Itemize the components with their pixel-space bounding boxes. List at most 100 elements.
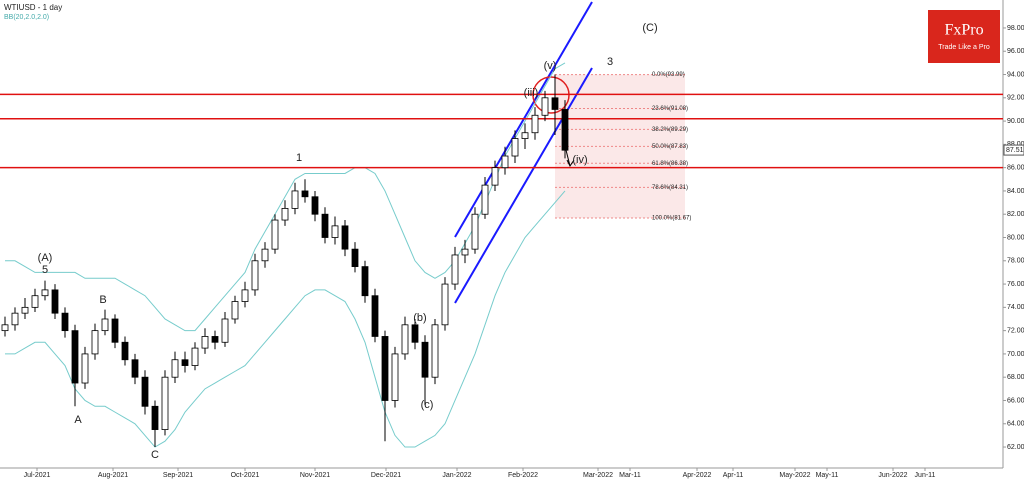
wave-label: (v) (544, 60, 557, 72)
candle-body (311, 196, 319, 215)
fib-label: 0.0%(93.99) (652, 72, 685, 78)
candle-body (271, 219, 279, 250)
x-tick-label: Apr-2022 (683, 472, 712, 479)
wave-label: (iv) (572, 154, 587, 166)
candle-body (481, 184, 489, 215)
wave-label: 3 (607, 56, 613, 68)
x-tick-label: Mar-2022 (583, 472, 613, 479)
y-tick-label: 86.00 (1007, 164, 1024, 171)
candle-body (31, 295, 39, 308)
candle-body (471, 213, 479, 250)
candle-body (131, 359, 139, 378)
candle-body (111, 318, 119, 343)
candle-body (261, 248, 269, 262)
y-tick-label: 78.00 (1007, 258, 1024, 265)
candle-body (291, 190, 299, 209)
candle-body (491, 167, 499, 186)
candle-body (71, 330, 79, 384)
y-tick-label: 80.00 (1007, 234, 1024, 241)
logo: FxPro (944, 22, 983, 39)
wave-label: (iii) (524, 87, 539, 99)
channel-line (454, 67, 593, 304)
fib-label: 78.6%(84.31) (652, 185, 688, 191)
candle-body (551, 97, 559, 110)
wave-label: 1 (296, 152, 302, 164)
y-tick-label: 62.00 (1007, 444, 1024, 451)
price-tag-label: 87.51 (1006, 147, 1024, 154)
candle-body (191, 347, 199, 366)
y-tick-label: 82.00 (1007, 211, 1024, 218)
y-tick-label: 94.00 (1007, 71, 1024, 78)
y-tick-label: 84.00 (1007, 188, 1024, 195)
candle-body (221, 318, 229, 343)
wave-label: (A) (38, 252, 53, 264)
candle-body (561, 109, 569, 151)
candle-body (21, 306, 29, 314)
x-tick-label: Mar-11 (619, 472, 641, 479)
candle-body (171, 359, 179, 378)
candle-body (331, 225, 339, 238)
candle-body (141, 376, 149, 407)
candle-body (501, 155, 509, 169)
candle-body (371, 295, 379, 337)
candle-body (231, 301, 239, 320)
x-tick-label: Jun-2022 (878, 472, 907, 479)
candle-body (211, 336, 219, 343)
fib-label: 61.8%(86.38) (652, 161, 688, 167)
y-tick-label: 96.00 (1007, 48, 1024, 55)
candle-body (91, 330, 99, 355)
x-tick-label: May-11 (816, 472, 839, 479)
x-tick-label: Aug-2021 (98, 472, 128, 479)
fib-label: 23.6%(91.08) (652, 106, 688, 112)
candle-body (391, 353, 399, 401)
fib-label: 100.0%(81.67) (652, 216, 691, 222)
x-tick-label: Apr-11 (723, 472, 744, 479)
candle-body (341, 225, 349, 250)
candle-body (281, 207, 289, 221)
x-tick-label: Oct-2021 (231, 472, 260, 479)
y-tick-label: 70.00 (1007, 351, 1024, 358)
candle-body (251, 260, 259, 291)
candle-body (81, 353, 89, 384)
fib-group: 0.0%(93.99) 23.6%(91.08) 38.2%(89.29) 50.0%… (555, 72, 691, 222)
x-tick-label: Jul-2021 (24, 472, 51, 479)
candle-body (181, 359, 189, 366)
logo-tagline: Trade Like a Pro (938, 44, 990, 51)
candle-body (201, 336, 209, 349)
logo-box (928, 10, 1000, 63)
candle-body (401, 324, 409, 355)
candle-body (301, 190, 309, 198)
candle-body (541, 97, 549, 116)
x-tick-label: Jun-11 (915, 472, 936, 479)
wave-label: A (74, 414, 82, 426)
candle-body (531, 114, 539, 134)
indicator-label: BB(20,2.0,2.0) (4, 14, 49, 21)
chart-title: WTIUSD - 1 day (4, 3, 62, 12)
wave-label: C (151, 449, 159, 461)
candle-body (461, 248, 469, 256)
candle-body (151, 405, 159, 430)
candle-body (351, 248, 359, 268)
candle-body (381, 336, 389, 401)
wave-label: (c) (421, 399, 434, 411)
x-tick-label: May-2022 (779, 472, 810, 479)
candle-body (431, 324, 439, 378)
x-tick-label: Feb-2022 (508, 472, 538, 479)
arrow (565, 149, 575, 167)
candle-body (441, 283, 449, 326)
candle-body (321, 213, 329, 238)
x-tick-label: Nov-2021 (300, 472, 330, 479)
candle-body (411, 324, 419, 343)
candle-body (51, 289, 59, 314)
wave-label: 5 (42, 264, 48, 276)
candle-body (161, 376, 169, 430)
y-tick-label: 98.00 (1007, 25, 1024, 32)
candle-body (511, 138, 519, 157)
y-tick-label: 64.00 (1007, 421, 1024, 428)
candle-body (361, 266, 369, 297)
y-tick-label: 90.00 (1007, 118, 1024, 125)
y-tick-label: 72.00 (1007, 327, 1024, 334)
fib-label: 50.0%(87.83) (652, 144, 688, 150)
